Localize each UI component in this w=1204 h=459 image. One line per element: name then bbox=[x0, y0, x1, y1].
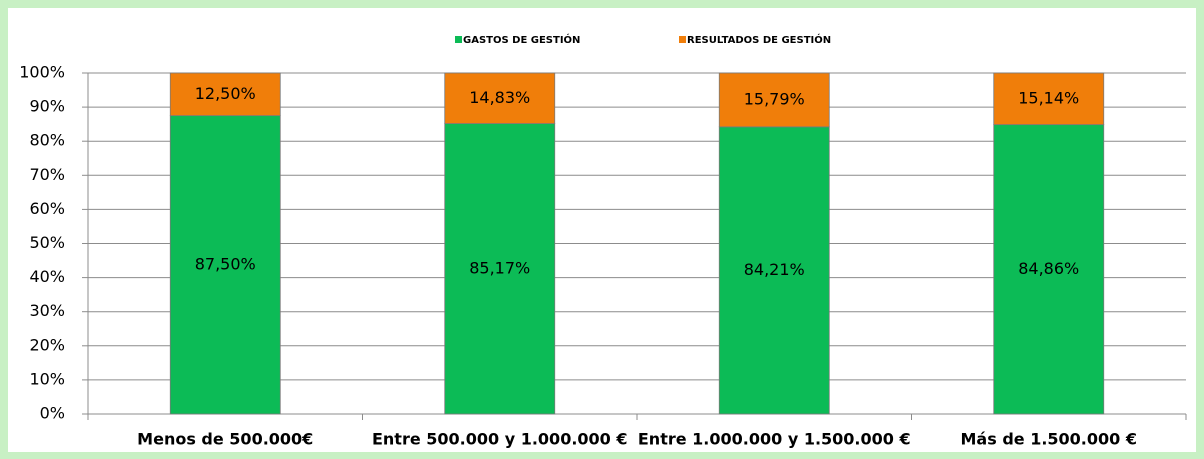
bar-segment bbox=[169, 72, 281, 117]
y-tick-label: 30% bbox=[29, 301, 65, 320]
bar-segment bbox=[993, 124, 1105, 415]
y-tick-label: 10% bbox=[29, 369, 65, 388]
legend-marker bbox=[679, 36, 686, 43]
x-tick-label: Entre 1.000.000 y 1.500.000 € bbox=[638, 430, 911, 449]
y-tick-label: 100% bbox=[19, 63, 65, 82]
data-label: 84,21% bbox=[744, 260, 805, 279]
legend-marker bbox=[455, 36, 462, 43]
data-label: 14,83% bbox=[469, 88, 530, 107]
legend-label: GASTOS DE GESTIÓN bbox=[463, 33, 580, 46]
bar-segment bbox=[444, 123, 556, 415]
y-tick-label: 20% bbox=[29, 335, 65, 354]
bar-segment bbox=[444, 72, 556, 124]
bar-segment bbox=[718, 72, 830, 128]
legend-label: RESULTADOS DE GESTIÓN bbox=[687, 33, 831, 46]
x-tick-label: Menos de 500.000€ bbox=[137, 430, 313, 449]
x-tick-label: Entre 500.000 y 1.000.000 € bbox=[372, 430, 628, 449]
bar-segment bbox=[718, 126, 830, 415]
data-label: 84,86% bbox=[1018, 259, 1079, 278]
bar-segment bbox=[993, 72, 1105, 126]
data-label: 12,50% bbox=[195, 84, 256, 103]
data-label: 15,14% bbox=[1018, 88, 1079, 107]
data-label: 15,79% bbox=[744, 89, 805, 108]
y-tick-label: 40% bbox=[29, 267, 65, 286]
y-tick-label: 70% bbox=[29, 165, 65, 184]
y-tick-label: 90% bbox=[29, 97, 65, 116]
y-tick-label: 80% bbox=[29, 131, 65, 150]
y-tick-label: 0% bbox=[40, 404, 65, 423]
data-label: 87,50% bbox=[195, 254, 256, 273]
data-label: 85,17% bbox=[469, 258, 530, 277]
x-tick-label: Más de 1.500.000 € bbox=[961, 430, 1137, 449]
y-tick-label: 50% bbox=[29, 233, 65, 252]
y-tick-label: 60% bbox=[29, 199, 65, 218]
